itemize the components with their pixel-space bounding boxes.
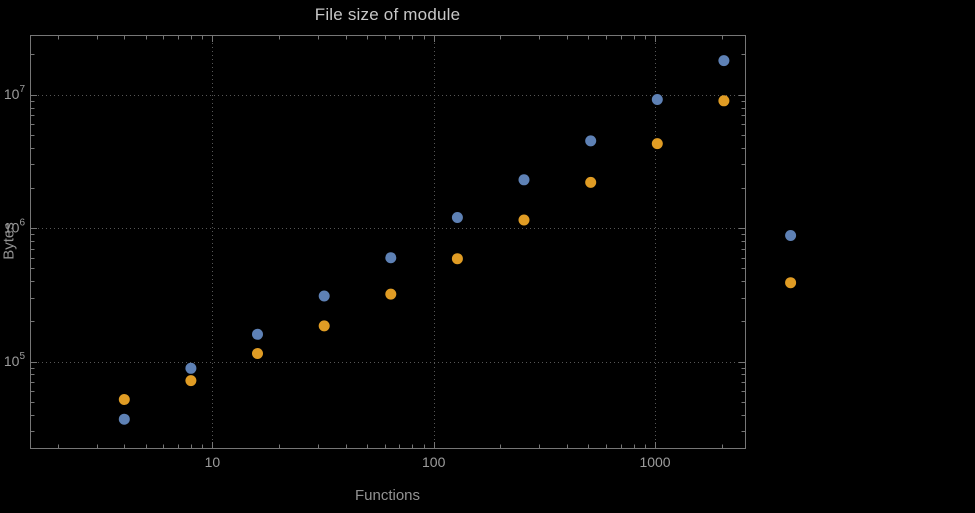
data-point xyxy=(518,174,530,186)
tick-labels: 10 100 1000 105 106 107 xyxy=(4,84,671,470)
series-blue xyxy=(118,55,797,425)
series-orange xyxy=(118,95,797,405)
data-point xyxy=(118,413,130,425)
data-point xyxy=(252,328,263,340)
data-point xyxy=(718,55,730,67)
x-tick-label: 1000 xyxy=(639,454,670,470)
data-point xyxy=(585,176,597,188)
chart-title: File size of module xyxy=(314,5,461,24)
y-tick-label: 107 xyxy=(4,84,26,102)
axis-ticks xyxy=(31,36,745,448)
data-point xyxy=(651,138,663,150)
data-point xyxy=(451,253,463,265)
y-tick-label: 105 xyxy=(4,351,26,369)
x-tick-label: 10 xyxy=(205,454,221,470)
gridlines xyxy=(30,35,745,448)
data-point xyxy=(518,214,530,226)
data-point xyxy=(585,135,597,147)
data-point xyxy=(718,95,730,107)
data-point xyxy=(385,288,397,300)
data-point xyxy=(785,277,797,289)
data-point xyxy=(252,348,263,359)
data-point xyxy=(785,230,797,241)
data-point xyxy=(451,212,463,223)
data-point xyxy=(118,394,130,405)
x-tick-label: 100 xyxy=(422,454,446,470)
x-axis-label: Functions xyxy=(354,487,421,504)
y-tick-label: 106 xyxy=(4,218,26,236)
data-point xyxy=(385,252,397,264)
data-point xyxy=(318,320,330,332)
data-point xyxy=(185,362,197,374)
data-point xyxy=(651,94,663,105)
data-point xyxy=(185,375,197,387)
data-point xyxy=(318,290,330,302)
plot-frame xyxy=(30,35,746,449)
